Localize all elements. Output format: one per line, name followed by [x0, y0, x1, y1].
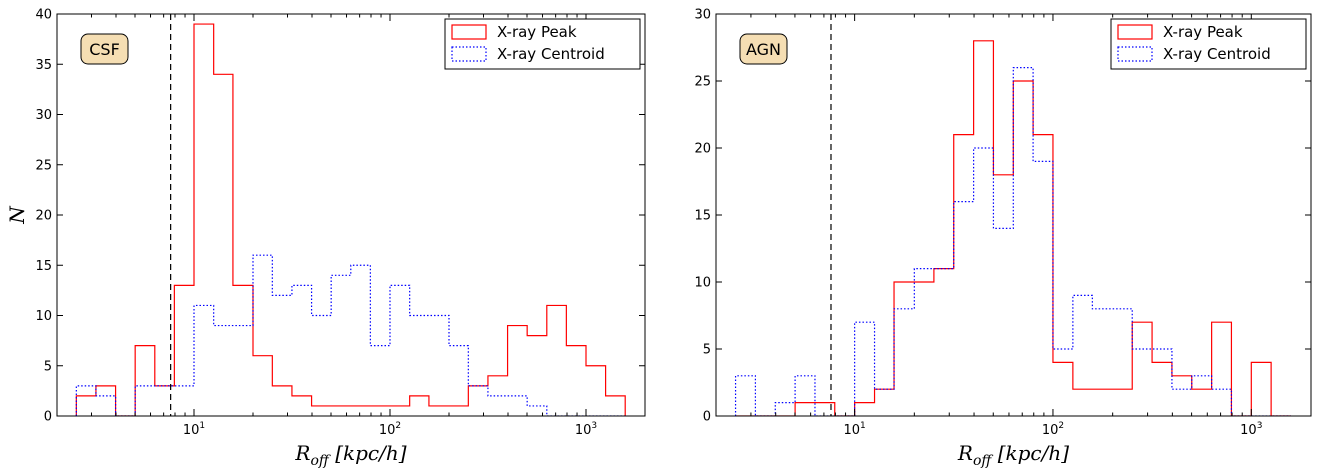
legend-swatch-x-ray-peak	[1117, 24, 1153, 40]
x-tick-label: 102	[379, 421, 401, 438]
y-tick-label: 25	[694, 75, 711, 90]
legend-entry-label: X-ray Centroid	[1163, 45, 1271, 63]
x-axis-label: Roff [kpc/h]	[294, 441, 406, 469]
y-tick-label: 40	[35, 8, 52, 23]
x-tick-label-exponent: 1	[199, 421, 205, 431]
y-tick-label: 20	[35, 209, 52, 224]
panel-badge-label: CSF	[89, 40, 120, 59]
legend-swatch-x-ray-centroid	[1117, 46, 1153, 62]
x-tick-label-base: 10	[1240, 423, 1257, 438]
y-tick-label: 30	[694, 8, 711, 23]
x-tick-label-base: 10	[843, 423, 860, 438]
legend-swatch-x-ray-centroid	[451, 46, 487, 62]
y-tick-label: 35	[35, 58, 52, 73]
x-tick-label-exponent: 2	[395, 421, 401, 431]
x-tick-label: 103	[1240, 421, 1262, 438]
x-tick-label-exponent: 3	[1257, 421, 1263, 431]
y-tick-label: 0	[44, 410, 52, 425]
x-tick-label-base: 10	[575, 423, 592, 438]
x-axis-label-subscript: off	[973, 453, 993, 469]
y-tick-label: 5	[703, 343, 711, 358]
x-tick-label: 101	[843, 421, 865, 438]
x-tick-label-base: 10	[1042, 423, 1059, 438]
x-axis-label-symbol: R	[294, 441, 310, 465]
x-axis-label-subscript: off	[310, 453, 330, 469]
x-axis-label: Roff [kpc/h]	[957, 441, 1069, 469]
series-x-ray-centroid-step	[734, 67, 1291, 416]
series-x-ray-centroid-step	[75, 254, 626, 416]
x-tick-label: 103	[575, 421, 597, 438]
y-tick-label: 0	[703, 410, 711, 425]
x-tick-label-exponent: 1	[860, 421, 866, 431]
x-axis-label-unit: [kpc/h]	[991, 441, 1069, 465]
x-axis-label-symbol: R	[957, 441, 973, 465]
legend-entry-label: X-ray Centroid	[497, 45, 605, 63]
plot-frame	[56, 13, 646, 417]
legend-entry-label: X-ray Peak	[497, 23, 577, 41]
y-tick-label: 10	[35, 309, 52, 324]
x-axis-label-unit: [kpc/h]	[329, 441, 407, 465]
x-tick-label: 101	[183, 421, 205, 438]
y-tick-label: 30	[35, 108, 52, 123]
y-axis-label: N	[5, 205, 29, 225]
y-tick-label: 15	[694, 209, 711, 224]
x-tick-label-exponent: 2	[1058, 421, 1064, 431]
legend-swatch-x-ray-peak	[451, 24, 487, 40]
y-tick-label: 25	[35, 158, 52, 173]
y-tick-label: 10	[694, 276, 711, 291]
y-tick-label: 5	[44, 359, 52, 374]
panel-badge-label: AGN	[746, 40, 781, 59]
panel-badge	[739, 33, 788, 65]
x-tick-label-exponent: 3	[591, 421, 597, 431]
panel-badge	[80, 33, 129, 65]
y-tick-label: 15	[35, 259, 52, 274]
legend-entry-label: X-ray Peak	[1163, 23, 1243, 41]
y-tick-label: 20	[694, 142, 711, 157]
x-tick-label: 102	[1042, 421, 1064, 438]
x-tick-label-base: 10	[379, 423, 396, 438]
x-tick-label-base: 10	[183, 423, 200, 438]
series-x-ray-peak-step	[75, 23, 626, 416]
